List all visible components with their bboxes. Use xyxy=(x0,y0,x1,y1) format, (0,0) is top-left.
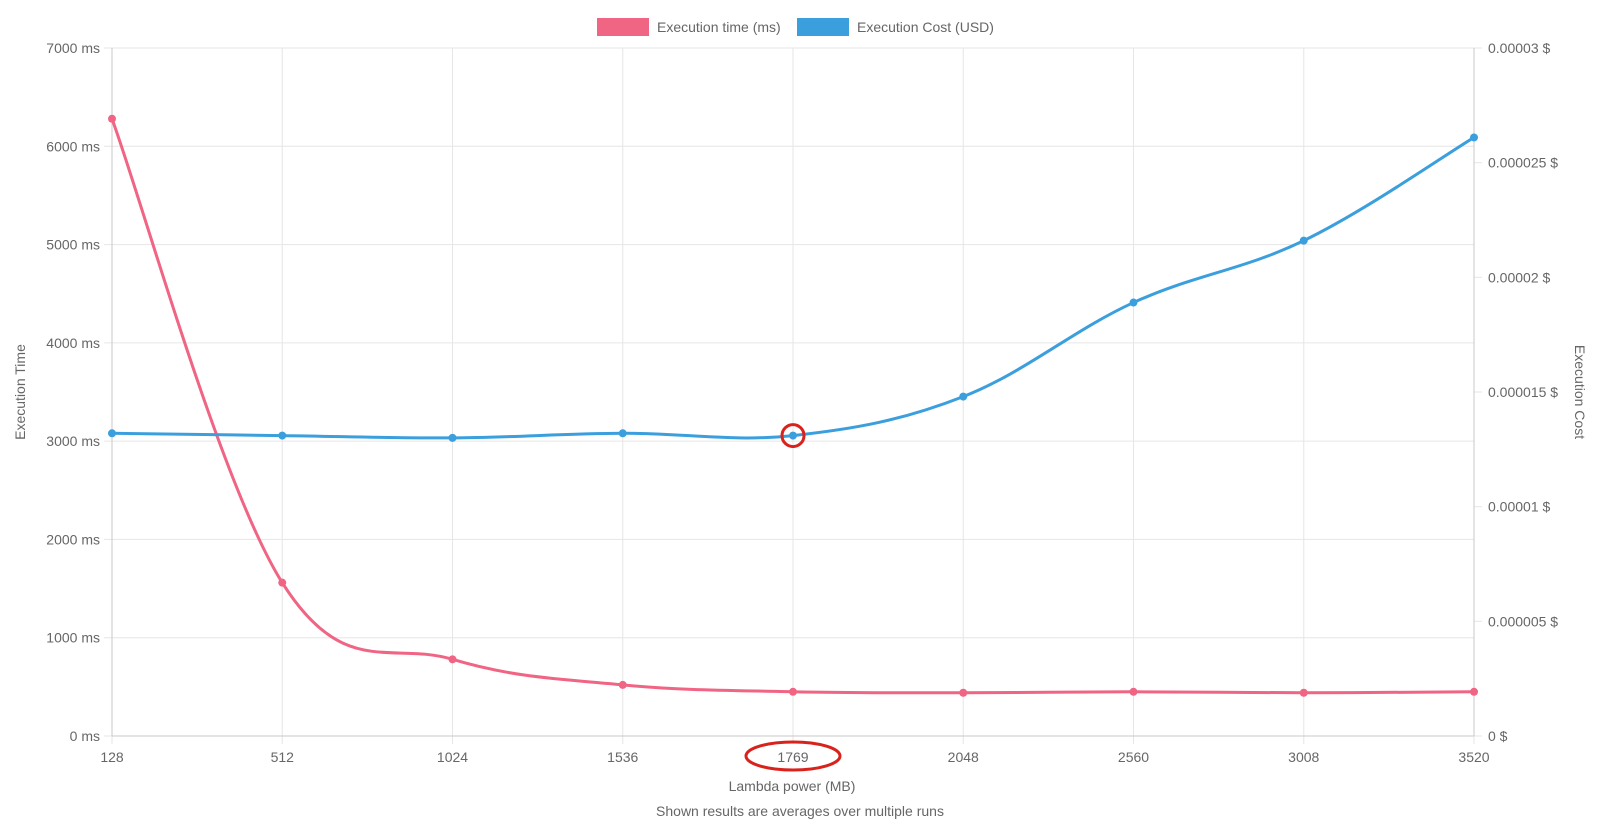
legend-label-execution-time[interactable]: Execution time (ms) xyxy=(657,19,781,35)
x-tick-label: 3520 xyxy=(1458,749,1489,765)
y-right-tick-label: 0.000005 $ xyxy=(1488,613,1558,629)
data-point-execution-cost xyxy=(789,431,797,440)
y-right-tick-label: 0.000025 $ xyxy=(1488,155,1558,171)
y-axis-left-title: Execution Time xyxy=(12,344,28,440)
legend-label-execution-cost[interactable]: Execution Cost (USD) xyxy=(857,19,994,35)
annotations xyxy=(744,423,842,772)
legend-swatch-execution-time[interactable] xyxy=(597,18,649,36)
y-right-tick-label: 0.00001 $ xyxy=(1488,499,1550,515)
data-point-execution-time xyxy=(959,688,968,697)
y-right-tick-label: 0.00003 $ xyxy=(1488,40,1550,56)
highlight-circle-point xyxy=(780,423,806,449)
data-point-execution-cost xyxy=(278,431,287,440)
grid xyxy=(104,47,1482,744)
data-point-execution-cost xyxy=(1129,298,1138,307)
data-point-execution-time xyxy=(448,655,457,664)
data-point-execution-cost xyxy=(618,429,627,438)
y-left-tick-label: 6000 ms xyxy=(46,138,100,154)
data-point-execution-cost xyxy=(959,392,968,401)
data-point-execution-cost xyxy=(1299,236,1308,245)
data-point-execution-time xyxy=(278,578,287,587)
data-point-execution-time xyxy=(1470,687,1478,696)
x-tick-label: 1769 xyxy=(777,749,808,765)
legend-swatch-execution-cost[interactable] xyxy=(797,18,849,36)
y-left-tick-label: 4000 ms xyxy=(46,335,100,351)
y-left-tick-label: 7000 ms xyxy=(46,40,100,56)
x-tick-label: 2560 xyxy=(1118,749,1149,765)
x-tick-label: 1024 xyxy=(437,749,468,765)
y-axis-right-title: Execution Cost xyxy=(1572,345,1588,439)
data-point-execution-cost xyxy=(448,433,457,442)
data-points xyxy=(108,114,1478,697)
y-left-tick-label: 2000 ms xyxy=(46,531,100,547)
legend: Execution time (ms) Execution Cost (USD) xyxy=(597,18,994,36)
data-point-execution-cost xyxy=(1470,133,1478,142)
y-left-tick-label: 1000 ms xyxy=(46,630,100,646)
data-point-execution-time xyxy=(789,687,797,696)
x-axis-title: Lambda power (MB) xyxy=(729,778,856,794)
series-line-execution-time xyxy=(110,118,1475,695)
highlight-ellipse-x-label xyxy=(744,740,842,772)
y-right-tick-label: 0.00002 $ xyxy=(1488,269,1550,285)
y-left-tick-label: 0 ms xyxy=(70,728,100,744)
data-point-execution-time xyxy=(618,680,627,689)
data-point-execution-cost xyxy=(108,429,116,438)
x-tick-label: 3008 xyxy=(1288,749,1319,765)
chart-footnote: Shown results are averages over multiple… xyxy=(656,803,944,819)
x-tick-label: 2048 xyxy=(948,749,979,765)
y-right-tick-label: 0.000015 $ xyxy=(1488,384,1558,400)
y-left-tick-label: 5000 ms xyxy=(46,237,100,253)
data-point-execution-time xyxy=(1299,688,1308,697)
x-tick-label: 512 xyxy=(271,749,295,765)
data-point-execution-time xyxy=(1129,687,1138,696)
y-right-tick-label: 0 $ xyxy=(1488,728,1508,744)
y-left-tick-label: 3000 ms xyxy=(46,433,100,449)
data-point-execution-time xyxy=(108,114,116,123)
x-tick-label: 1536 xyxy=(607,749,638,765)
x-tick-label: 128 xyxy=(100,749,124,765)
axes: 128 512 1024 1536 1769 2048 2560 3008 3520 0 ms 10… xyxy=(46,40,1558,765)
